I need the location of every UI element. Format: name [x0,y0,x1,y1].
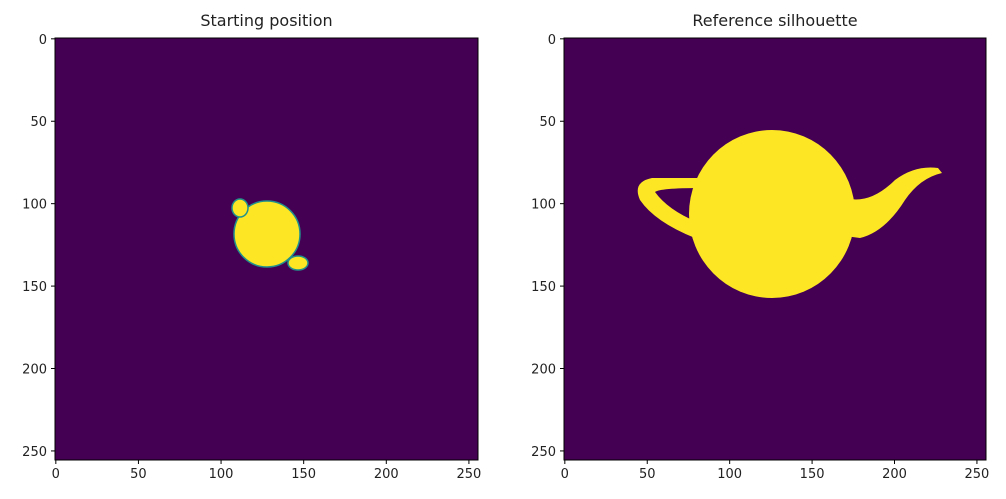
y-tick-label: 250 [531,445,556,460]
axes-title: Reference silhouette [692,11,857,30]
y-tick-label: 150 [531,280,556,295]
silhouette [231,198,309,271]
y-tick-label: 0 [39,33,47,48]
x-tick-label: 50 [130,467,147,482]
teapot-body [689,130,855,298]
x-tick-label: 100 [717,467,742,482]
y-tick-label: 200 [22,363,47,378]
x-tick-label: 100 [209,467,234,482]
y-tick-label: 0 [548,33,556,48]
x-tick-label: 250 [965,467,990,482]
silhouette [637,130,942,298]
axes-frame [54,37,479,461]
silhouette-knob [231,198,249,218]
silhouette-spout [287,255,309,271]
y-tick-label: 250 [22,445,47,460]
y-tick-label: 50 [30,115,47,130]
teapot-spout [845,167,942,238]
x-tick-label: 0 [561,467,569,482]
silhouette-body [233,200,301,268]
y-tick-label: 100 [22,198,47,213]
x-tick-label: 0 [52,467,60,482]
y-tick-label: 50 [539,115,556,130]
x-tick-label: 150 [291,467,316,482]
x-tick-label: 200 [374,467,399,482]
y-tick-label: 200 [531,363,556,378]
axes: Reference silhouette 0 50 100 150 200 250 0 50 10… [531,11,989,482]
axes-title: Starting position [200,11,332,30]
axes-frame [563,37,987,461]
y-tick-label: 150 [22,280,47,295]
x-tick-label: 50 [639,467,656,482]
x-tick-label: 200 [882,467,907,482]
x-tick-label: 250 [456,467,481,482]
y-tick-label: 100 [531,198,556,213]
axes: Starting position 0 50 100 150 200 250 0 50 100 15… [22,11,481,482]
x-tick-label: 150 [800,467,825,482]
teapot-handle [637,178,700,238]
